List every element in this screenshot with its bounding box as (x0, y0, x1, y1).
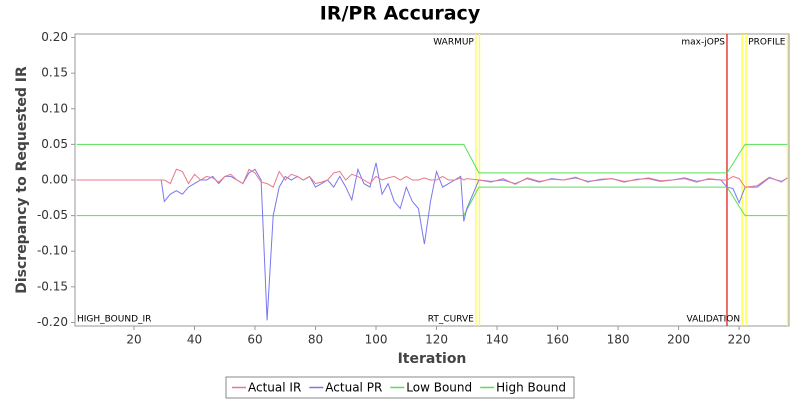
y-tick-label: 0.10 (41, 101, 68, 115)
series-line (76, 162, 788, 321)
marker-label: RT_CURVE (428, 315, 474, 325)
series-line (76, 143, 788, 174)
x-tick-label: 100 (365, 333, 388, 347)
y-tick-label: -0.10 (37, 244, 68, 258)
x-tick-label: 40 (187, 333, 202, 347)
series-line (76, 186, 788, 217)
marker-label: VALIDATION (686, 315, 740, 325)
y-tick-label: -0.05 (37, 208, 68, 222)
y-tick-label: 0.05 (41, 137, 68, 151)
y-tick-label: 0.15 (41, 66, 68, 80)
marker-label: max-jOPS (681, 38, 725, 48)
legend-label: High Bound (496, 381, 566, 395)
legend-label: Low Bound (406, 381, 472, 395)
chart-title: IR/PR Accuracy (320, 3, 481, 25)
x-tick-label: 160 (546, 333, 569, 347)
marker-label: PROFILE (748, 38, 786, 48)
y-tick-label: 0.20 (41, 30, 68, 44)
x-axis-label: Iteration (398, 351, 467, 367)
x-tick-label: 80 (308, 333, 323, 347)
x-tick-label: 200 (667, 333, 690, 347)
x-tick-label: 20 (126, 333, 141, 347)
y-axis-label: Discrepancy to Requested IR (14, 66, 30, 294)
x-tick-label: 220 (728, 333, 751, 347)
legend-label: Actual IR (248, 381, 301, 395)
marker-label: HIGH_BOUND_IR (77, 315, 151, 325)
marker-label: WARMUP (433, 38, 474, 48)
x-tick-label: 140 (486, 333, 509, 347)
legend-label: Actual PR (325, 381, 382, 395)
x-tick-label: 180 (607, 333, 630, 347)
series-line (76, 168, 788, 188)
x-tick-label: 60 (247, 333, 262, 347)
x-tick-label: 120 (425, 333, 448, 347)
y-tick-label: 0.00 (41, 173, 68, 187)
y-tick-label: -0.15 (37, 279, 68, 293)
y-tick-label: -0.20 (37, 315, 68, 329)
